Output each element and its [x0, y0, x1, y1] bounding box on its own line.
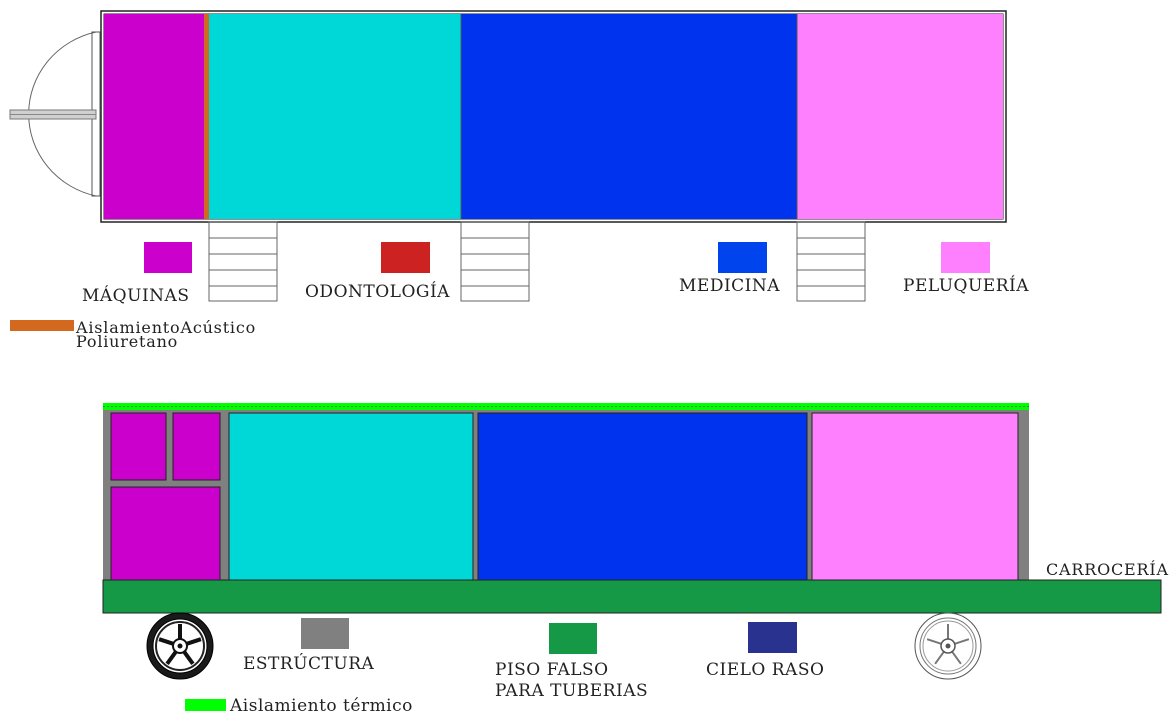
legend-label-maquinas: MÁQUINAS	[82, 285, 189, 306]
legend-label-thermal-insulation: Aislamiento térmico	[229, 696, 413, 713]
entry-steps	[460, 221, 530, 302]
legend-label-para-tuberias: PARA TUBERIAS	[495, 681, 648, 701]
room-odontologia	[228, 412, 474, 581]
legend-label-medicina: MEDICINA	[679, 276, 780, 296]
zone-maquinas	[104, 14, 205, 219]
room-medicina	[477, 412, 808, 581]
door-swing-icon	[9, 31, 101, 197]
legend-swatch-maquinas	[144, 242, 192, 273]
legend-swatch-peluqueria	[941, 242, 990, 273]
legend-label-cielo-raso: CIELO RASO	[706, 660, 824, 680]
machine-room-small-a	[110, 412, 167, 481]
wheel-icon	[146, 612, 214, 680]
legend-label-peluqueria: PELUQUERÍA	[903, 275, 1029, 296]
zone-medicina	[461, 14, 797, 219]
side-legend: ESTRÚCTURA PISO FALSO PARA TUBERIAS CIEL…	[185, 618, 824, 713]
entry-steps	[796, 221, 866, 302]
legend-swatch-piso-falso	[549, 623, 597, 654]
acoustic-insulation-strip	[204, 14, 209, 219]
entry-steps	[208, 221, 278, 302]
machine-room-small-b	[172, 412, 221, 481]
plan-legend: MÁQUINAS ODONTOLOGÍA MEDICINA PELUQUERÍA…	[10, 242, 1029, 351]
legend-label-odontologia: ODONTOLOGÍA	[305, 281, 450, 302]
zone-peluqueria	[797, 14, 1003, 219]
legend-swatch-odontologia	[381, 242, 430, 273]
false-floor-chassis	[102, 579, 1162, 614]
plan-view: MÁQUINAS ODONTOLOGÍA MEDICINA PELUQUERÍA…	[9, 10, 1029, 351]
side-view: CARROCERÍA	[102, 403, 1169, 713]
legend-swatch-acoustic-insulation	[10, 320, 74, 331]
thermal-insulation-roof	[103, 403, 1029, 410]
legend-label-acoustic-insulation-material: Poliuretano	[76, 332, 178, 351]
machine-room-large	[110, 486, 221, 581]
label-carroceria: CARROCERÍA	[1046, 559, 1169, 579]
wheel-icon	[914, 612, 982, 680]
room-peluqueria	[811, 412, 1019, 581]
legend-label-estructura: ESTRÚCTURA	[243, 653, 374, 674]
legend-swatch-estructura	[301, 618, 349, 649]
legend-swatch-thermal-insulation	[185, 699, 226, 711]
legend-swatch-medicina	[718, 242, 767, 273]
legend-label-piso-falso: PISO FALSO	[495, 660, 609, 680]
legend-label-acoustic-insulation: AislamientoAcústico	[75, 318, 256, 337]
zone-odontologia	[209, 14, 461, 219]
legend-swatch-cielo-raso	[748, 622, 797, 653]
